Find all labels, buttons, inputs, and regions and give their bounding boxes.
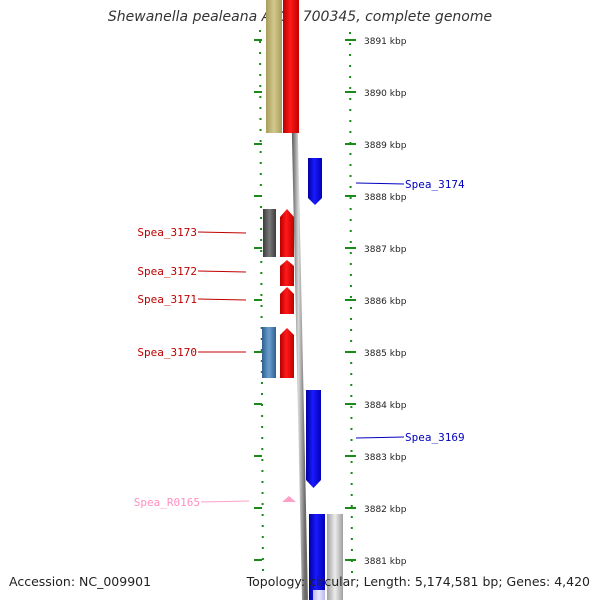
scale-tick-label: 3888 kbp xyxy=(364,193,407,203)
feature-block-grey-3173 xyxy=(263,209,276,257)
connector-spea-3172 xyxy=(197,270,247,273)
gene-forward-top xyxy=(283,0,299,133)
scale-tick-label: 3891 kbp xyxy=(364,37,407,47)
connector-spea-3169 xyxy=(355,436,405,439)
gene-label-spea-3174[interactable]: Spea_3174 xyxy=(405,178,465,191)
feature-block-steel-3170 xyxy=(262,327,276,378)
scale-tick-label: 3884 kbp xyxy=(364,401,407,411)
gene-arrow-spea-3171[interactable] xyxy=(280,287,294,314)
gene-arrow-spea-3174[interactable] xyxy=(308,158,322,205)
gene-label-spea-3172[interactable]: Spea_3172 xyxy=(137,265,197,278)
scale-tick-labels: 3891 kbp 3890 kbp 3889 kbp 3888 kbp 3887 kbp… xyxy=(364,37,407,567)
scale-tick-label: 3890 kbp xyxy=(364,89,407,99)
connector-spea-r0165 xyxy=(200,500,250,503)
scale-tick-label: 3889 kbp xyxy=(364,141,407,151)
scale-tick-label: 3886 kbp xyxy=(364,297,407,307)
left-scale-ladder xyxy=(259,29,264,581)
gene-arrow-spea-r0165[interactable] xyxy=(282,496,296,502)
gene-label-spea-3173[interactable]: Spea_3173 xyxy=(137,226,197,239)
gene-arrow-spea-3170[interactable] xyxy=(280,328,294,378)
genome-summary-text: Topology: circular; Length: 5,174,581 bp… xyxy=(246,574,590,589)
accession-text: Accession: NC_009901 xyxy=(9,574,152,589)
gene-label-spea-3171[interactable]: Spea_3171 xyxy=(137,293,197,306)
scale-tick-label: 3885 kbp xyxy=(364,349,407,359)
connector-spea-3173 xyxy=(197,231,247,234)
scale-tick-label: 3881 kbp xyxy=(364,557,407,567)
gene-arrow-spea-3172[interactable] xyxy=(280,260,294,286)
genome-title: Shewanella pealeana ATCC 700345, complet… xyxy=(107,9,493,25)
scale-tick-label: 3882 kbp xyxy=(364,505,407,515)
gene-label-spea-r0165[interactable]: Spea_R0165 xyxy=(134,496,200,509)
scale-tick-label: 3887 kbp xyxy=(364,245,407,255)
feature-block-grey-bottom xyxy=(327,514,343,600)
connector-spea-3174 xyxy=(355,182,405,185)
feature-block-paleblue-bottom xyxy=(313,590,325,600)
scale-major-ticks xyxy=(254,39,356,561)
feature-block-khaki-top xyxy=(266,0,282,133)
gene-reverse-bottom xyxy=(309,514,325,600)
gene-label-spea-3170[interactable]: Spea_3170 xyxy=(137,346,197,359)
gene-arrow-spea-3169[interactable] xyxy=(306,390,321,488)
gene-arrow-spea-3173[interactable] xyxy=(280,209,294,257)
right-scale-ladder xyxy=(349,31,353,579)
gene-label-spea-3169[interactable]: Spea_3169 xyxy=(405,431,465,444)
connector-spea-3171 xyxy=(197,298,247,301)
scale-tick-label: 3883 kbp xyxy=(364,453,407,463)
